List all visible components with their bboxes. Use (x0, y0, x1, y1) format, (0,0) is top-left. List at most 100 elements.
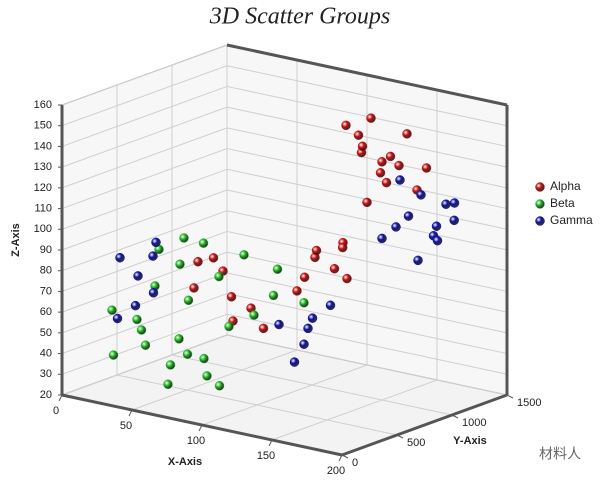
z-tick-label: 130 (34, 161, 52, 173)
point (274, 319, 284, 330)
point (375, 168, 386, 178)
z-tick-label: 80 (40, 265, 52, 277)
grid-line (131, 349, 298, 411)
point (337, 242, 348, 253)
point (311, 245, 322, 256)
point (357, 141, 368, 152)
point (199, 353, 209, 364)
z-tick-label: 60 (40, 306, 52, 318)
point (381, 177, 392, 188)
point (163, 379, 173, 390)
point (182, 349, 193, 359)
box-edge (226, 43, 508, 107)
point (165, 360, 176, 370)
z-tick-label: 30 (40, 368, 52, 380)
y-tick (506, 394, 514, 399)
point (132, 314, 142, 325)
z-tick-label: 120 (34, 182, 52, 194)
point (353, 130, 364, 140)
grid-line (61, 293, 228, 355)
point (226, 292, 237, 302)
x-tick-label: 50 (120, 420, 132, 432)
point (214, 381, 225, 391)
x-tick-label: 150 (257, 450, 275, 462)
grid-line (171, 354, 453, 416)
z-tick-label: 20 (40, 389, 52, 401)
point (108, 350, 119, 360)
point (249, 310, 259, 320)
point (432, 235, 443, 246)
point (395, 175, 405, 185)
x-tick-label: 200 (327, 465, 345, 477)
y-tick-label: 1000 (462, 417, 486, 429)
point (289, 357, 300, 367)
point (403, 211, 414, 221)
grid-line (61, 189, 228, 251)
point (449, 198, 460, 208)
legend-label: Beta (550, 196, 575, 210)
grid-line (271, 379, 438, 441)
point (133, 271, 143, 281)
box-edge (61, 393, 343, 457)
z-tick-label: 90 (40, 244, 52, 256)
point (299, 339, 309, 349)
point (303, 323, 313, 334)
legend-marker (535, 182, 545, 192)
point (148, 251, 158, 261)
point (362, 197, 372, 208)
grid-line (61, 44, 228, 106)
point (394, 160, 404, 171)
point (130, 300, 141, 311)
point (214, 271, 224, 282)
point (416, 190, 426, 200)
z-tick-label: 50 (40, 327, 52, 339)
y-axis-title: Y-Axis (453, 435, 487, 447)
point (342, 273, 352, 284)
point (198, 238, 209, 248)
z-tick-label: 40 (40, 347, 52, 359)
point (307, 313, 318, 323)
grid-line (61, 334, 228, 396)
grid-line (61, 148, 228, 210)
legend-label: Gamma (550, 213, 593, 227)
point (208, 253, 219, 263)
point (136, 325, 147, 335)
box-edge (341, 393, 508, 457)
grid-line (61, 168, 228, 230)
x-tick-label: 0 (53, 405, 59, 417)
point (402, 129, 412, 139)
point (112, 313, 123, 324)
point (299, 298, 309, 308)
grid (58, 43, 514, 462)
chart-title: 3D Scatter Groups (209, 4, 390, 30)
point (140, 340, 151, 350)
grid-line (61, 106, 228, 168)
z-tick-label: 160 (34, 99, 52, 111)
point (202, 371, 212, 381)
legend-marker (535, 216, 545, 226)
point (151, 237, 161, 248)
z-tick-label: 110 (34, 202, 52, 214)
grid-line (201, 364, 368, 426)
grid-line (61, 272, 228, 334)
point (268, 290, 279, 301)
grid-line (226, 334, 508, 396)
point (148, 288, 159, 298)
point (239, 250, 249, 260)
point (115, 252, 125, 263)
point (292, 286, 302, 296)
point (325, 300, 336, 311)
x-axis-title: X-Axis (168, 456, 202, 468)
point (175, 259, 185, 269)
grid-line (61, 127, 228, 189)
point (391, 222, 401, 232)
point (413, 255, 423, 266)
grid-line (61, 210, 228, 272)
point (299, 272, 310, 283)
y-tick-label: 0 (352, 457, 358, 469)
point (224, 321, 234, 332)
point (377, 157, 387, 167)
z-tick-label: 140 (34, 140, 52, 152)
point (377, 233, 387, 244)
